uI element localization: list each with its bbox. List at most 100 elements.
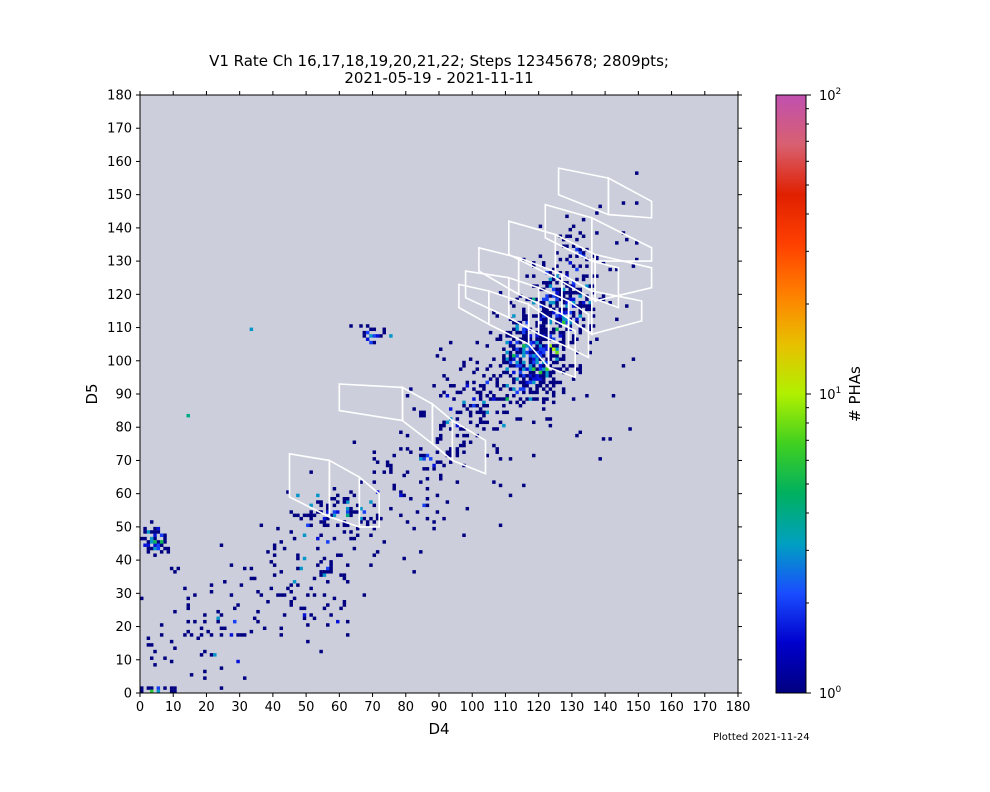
heatmap-cell [508, 300, 513, 305]
heatmap-cell [505, 360, 509, 365]
heatmap-cell [538, 334, 543, 338]
heatmap-cell [339, 573, 343, 577]
heatmap-cell [269, 586, 274, 591]
heatmap-cell [565, 214, 569, 219]
heatmap-cell [538, 317, 543, 322]
heatmap-cell [538, 287, 543, 292]
heatmap-cell [508, 357, 513, 361]
heatmap-cell [561, 291, 566, 295]
heatmap-cell [528, 350, 533, 355]
heatmap-cell [382, 470, 386, 474]
heatmap-cell [326, 540, 330, 544]
heatmap-cell [525, 397, 529, 401]
heatmap-cell [568, 310, 573, 315]
heatmap-cell [345, 500, 350, 504]
heatmap-cell [535, 350, 539, 355]
heatmap-cell [468, 420, 473, 425]
heatmap-cell [515, 417, 519, 421]
y-tick-label: 100 [107, 354, 132, 369]
heatmap-cell [339, 553, 343, 557]
heatmap-cell [495, 314, 499, 318]
y-tick-label: 140 [107, 221, 132, 236]
heatmap-cell [209, 590, 214, 594]
heatmap-cell [309, 470, 313, 474]
heatmap-cell [518, 370, 523, 375]
colorbar-label: # PHAs [846, 366, 864, 422]
heatmap-cell [561, 294, 566, 298]
heatmap-cell [611, 394, 616, 398]
heatmap-cell [372, 470, 377, 474]
heatmap-cell [561, 337, 566, 341]
heatmap-cell [209, 633, 214, 637]
heatmap-cell [621, 201, 626, 205]
heatmap-cell [355, 503, 360, 508]
heatmap-cell [299, 566, 303, 571]
heatmap-cell [186, 619, 190, 624]
heatmap-cell [435, 437, 440, 441]
heatmap-cell [482, 387, 486, 391]
heatmap-cell [272, 543, 277, 547]
heatmap-cell [292, 513, 297, 518]
heatmap-cell [635, 201, 639, 205]
x-tick-label: 40 [265, 700, 282, 715]
heatmap-cell [551, 354, 556, 358]
heatmap-cell [448, 460, 453, 464]
heatmap-cell [482, 400, 486, 405]
heatmap-cell [538, 384, 543, 388]
heatmap-cell [555, 327, 559, 332]
heatmap-cell [302, 616, 307, 621]
heatmap-cell [455, 390, 460, 395]
heatmap-cell [379, 516, 383, 521]
heatmap-cell [555, 350, 559, 355]
heatmap-cell [169, 689, 174, 693]
heatmap-cell [571, 397, 576, 401]
heatmap-cell [392, 453, 396, 458]
heatmap-cell [568, 291, 573, 295]
heatmap-cell [156, 686, 161, 690]
heatmap-cell [541, 337, 546, 341]
heatmap-cell [541, 307, 546, 312]
heatmap-cell [458, 410, 463, 415]
heatmap-cell [518, 397, 523, 401]
heatmap-cell [541, 324, 546, 328]
heatmap-cell [389, 470, 393, 474]
heatmap-cell [485, 394, 489, 398]
heatmap-cell [336, 523, 340, 528]
heatmap-cell [541, 370, 546, 375]
heatmap-cell [575, 433, 579, 438]
heatmap-cell [439, 433, 443, 438]
heatmap-cell [508, 360, 513, 365]
heatmap-cell [571, 281, 576, 285]
heatmap-cell [372, 450, 377, 454]
heatmap-cell [345, 580, 350, 584]
heatmap-cell [508, 330, 513, 335]
heatmap-cell [555, 314, 559, 318]
heatmap-cell [515, 340, 519, 345]
heatmap-cell [522, 327, 526, 332]
heatmap-cell [442, 390, 446, 395]
heatmap-cell [565, 234, 569, 238]
heatmap-cell [522, 387, 526, 391]
heatmap-cell [558, 297, 563, 302]
heatmap-cell [535, 344, 539, 348]
heatmap-cell [551, 277, 556, 282]
heatmap-cell [276, 593, 280, 597]
heatmap-cell [548, 281, 553, 285]
heatmap-cell [585, 304, 589, 308]
heatmap-cell [561, 340, 566, 345]
heatmap-cell [475, 390, 480, 395]
heatmap-cell [535, 284, 539, 288]
heatmap-cell [568, 324, 573, 328]
heatmap-cell [528, 354, 533, 358]
heatmap-cell [518, 364, 523, 368]
heatmap-cell [608, 300, 612, 305]
heatmap-cell [478, 417, 483, 421]
heatmap-cell [163, 540, 167, 544]
heatmap-cell [558, 324, 563, 328]
heatmap-cell [488, 364, 493, 368]
heatmap-cell [502, 403, 506, 408]
heatmap-cell [505, 340, 509, 345]
heatmap-cell [498, 337, 503, 341]
heatmap-cell [342, 576, 347, 581]
heatmap-cell [375, 334, 380, 338]
